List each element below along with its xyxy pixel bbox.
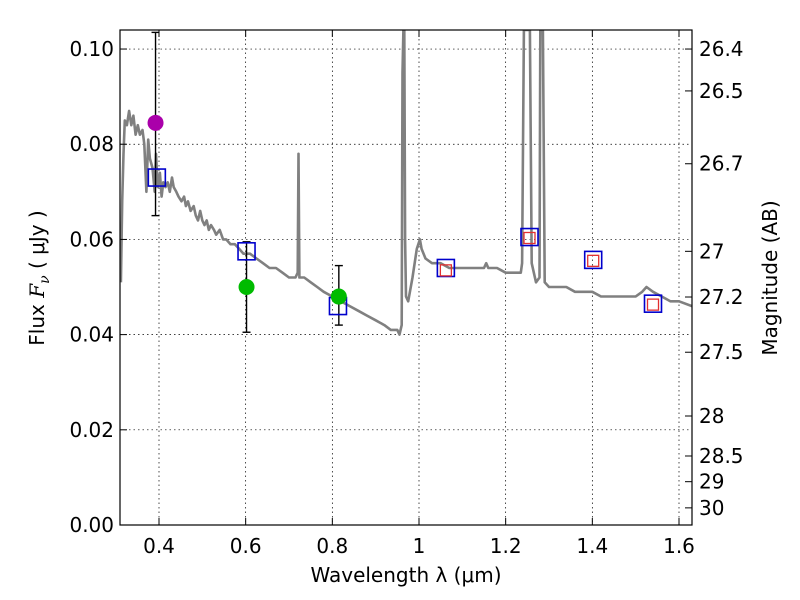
observed-detection-point: [238, 279, 255, 296]
y-tick-label: 0.00: [69, 513, 114, 537]
observed-nir-point: [439, 264, 453, 277]
model-photometry-point: [147, 168, 167, 187]
y2-tick-label: 30: [699, 496, 724, 520]
x-tick-label: 1: [413, 534, 426, 558]
observed-detection-point: [330, 288, 347, 305]
y2-tick-label: 26.7: [699, 152, 744, 176]
y-tick-label: 0.04: [69, 323, 114, 347]
x-tick-label: 0.6: [230, 534, 262, 558]
y2-tick-label: 27.2: [699, 285, 744, 309]
y-tick-label: 0.06: [69, 227, 114, 251]
model-spectrum-line: [120, 30, 692, 336]
plot-area: [120, 30, 692, 336]
model-photometry-point: [583, 250, 603, 270]
observed-nir-point: [646, 298, 660, 311]
observed-nir-point: [523, 231, 536, 245]
y2-tick-label: 28: [699, 404, 724, 428]
x-axis-title: Wavelength λ (μm): [310, 563, 501, 587]
y2-tick-label: 28.5: [699, 444, 744, 468]
y2-tick-label: 27: [699, 239, 724, 263]
y-axis: 0.00 0.02 0.04 0.06 0.08 0.10: [69, 37, 127, 537]
x-tick-label: 1.2: [490, 534, 522, 558]
observed-nir-point: [587, 254, 600, 267]
x-tick-label: 0.4: [143, 534, 175, 558]
y2-tick-label: 29: [699, 470, 724, 494]
x-axis: 0.4 0.6 0.8 1 1.2 1.4 1.6: [143, 30, 695, 558]
grid-lines: [120, 30, 692, 526]
y-axis-title: Flux Fν ( μJy ): [25, 210, 53, 345]
y2-tick-label: 26.5: [699, 79, 744, 103]
model-photometry-point: [643, 294, 663, 313]
y-tick-label: 0.02: [69, 418, 114, 442]
y-tick-label: 0.10: [69, 37, 114, 61]
x-tick-label: 0.8: [316, 534, 348, 558]
x-tick-label: 1.4: [576, 534, 608, 558]
y2-axis-title: Magnitude (AB): [758, 200, 782, 355]
observed-detection-point: [147, 114, 164, 131]
model-photometry-point: [237, 242, 256, 261]
y-tick-label: 0.08: [69, 132, 114, 156]
y2-tick-label: 26.4: [699, 37, 744, 61]
x-tick-label: 1.6: [663, 534, 695, 558]
model-photometry-point: [520, 227, 539, 247]
plot-frame: [119, 29, 693, 526]
y2-tick-label: 27.5: [699, 340, 744, 364]
